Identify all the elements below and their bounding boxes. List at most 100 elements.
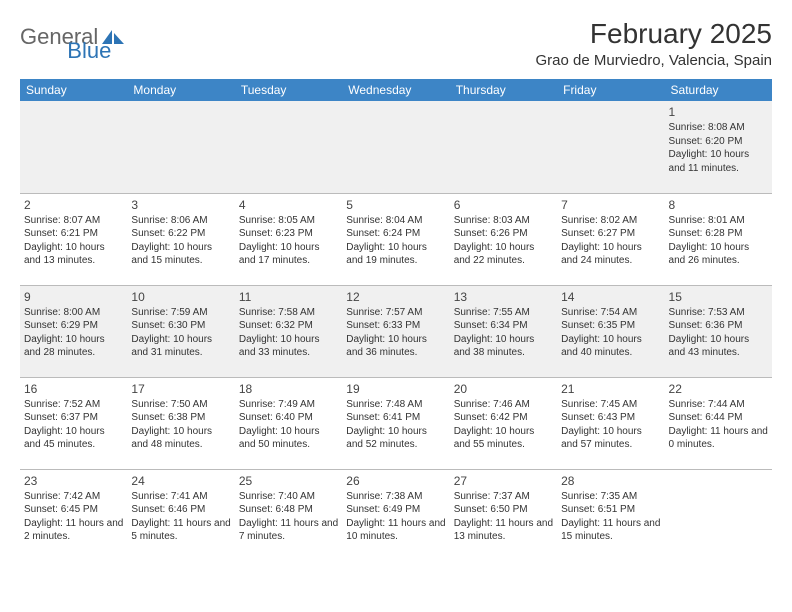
day-number: 28 <box>561 473 660 489</box>
sunrise-text: Sunrise: 8:01 AM <box>669 214 768 228</box>
day-number: 7 <box>561 197 660 213</box>
daylight-text: Daylight: 10 hours and 19 minutes. <box>346 241 445 268</box>
day-number: 4 <box>239 197 338 213</box>
sunrise-text: Sunrise: 7:58 AM <box>239 306 338 320</box>
sunset-text: Sunset: 6:45 PM <box>24 503 123 517</box>
calendar-cell: 5Sunrise: 8:04 AMSunset: 6:24 PMDaylight… <box>342 193 449 285</box>
day-number: 22 <box>669 381 768 397</box>
day-number: 8 <box>669 197 768 213</box>
sunrise-text: Sunrise: 7:59 AM <box>131 306 230 320</box>
day-number: 20 <box>454 381 553 397</box>
day-number: 9 <box>24 289 123 305</box>
sunrise-text: Sunrise: 8:08 AM <box>669 121 768 135</box>
day-number: 27 <box>454 473 553 489</box>
calendar-row: 2Sunrise: 8:07 AMSunset: 6:21 PMDaylight… <box>20 193 772 285</box>
daylight-text: Daylight: 11 hours and 7 minutes. <box>239 517 338 544</box>
daylight-text: Daylight: 11 hours and 5 minutes. <box>131 517 230 544</box>
sunrise-text: Sunrise: 7:57 AM <box>346 306 445 320</box>
sunrise-text: Sunrise: 7:53 AM <box>669 306 768 320</box>
sunrise-text: Sunrise: 7:54 AM <box>561 306 660 320</box>
sunrise-text: Sunrise: 7:38 AM <box>346 490 445 504</box>
day-number: 12 <box>346 289 445 305</box>
sunrise-text: Sunrise: 7:37 AM <box>454 490 553 504</box>
calendar-cell <box>665 469 772 561</box>
sunrise-text: Sunrise: 7:50 AM <box>131 398 230 412</box>
daylight-text: Daylight: 10 hours and 13 minutes. <box>24 241 123 268</box>
day-number: 3 <box>131 197 230 213</box>
day-number: 19 <box>346 381 445 397</box>
sunset-text: Sunset: 6:40 PM <box>239 411 338 425</box>
sunset-text: Sunset: 6:43 PM <box>561 411 660 425</box>
sunrise-text: Sunrise: 8:02 AM <box>561 214 660 228</box>
sunrise-text: Sunrise: 7:44 AM <box>669 398 768 412</box>
calendar-cell: 27Sunrise: 7:37 AMSunset: 6:50 PMDayligh… <box>450 469 557 561</box>
day-number: 11 <box>239 289 338 305</box>
daylight-text: Daylight: 10 hours and 31 minutes. <box>131 333 230 360</box>
calendar-cell <box>450 101 557 193</box>
day-number: 18 <box>239 381 338 397</box>
daylight-text: Daylight: 10 hours and 15 minutes. <box>131 241 230 268</box>
day-number: 23 <box>24 473 123 489</box>
day-number: 24 <box>131 473 230 489</box>
calendar-cell: 11Sunrise: 7:58 AMSunset: 6:32 PMDayligh… <box>235 285 342 377</box>
day-header-row: Sunday Monday Tuesday Wednesday Thursday… <box>20 79 772 101</box>
calendar-table: Sunday Monday Tuesday Wednesday Thursday… <box>20 79 772 561</box>
sunrise-text: Sunrise: 7:49 AM <box>239 398 338 412</box>
sunset-text: Sunset: 6:29 PM <box>24 319 123 333</box>
sunrise-text: Sunrise: 8:00 AM <box>24 306 123 320</box>
calendar-cell: 14Sunrise: 7:54 AMSunset: 6:35 PMDayligh… <box>557 285 664 377</box>
daylight-text: Daylight: 11 hours and 13 minutes. <box>454 517 553 544</box>
sunrise-text: Sunrise: 7:41 AM <box>131 490 230 504</box>
calendar-cell: 20Sunrise: 7:46 AMSunset: 6:42 PMDayligh… <box>450 377 557 469</box>
daylight-text: Daylight: 11 hours and 15 minutes. <box>561 517 660 544</box>
calendar-cell: 23Sunrise: 7:42 AMSunset: 6:45 PMDayligh… <box>20 469 127 561</box>
daylight-text: Daylight: 10 hours and 57 minutes. <box>561 425 660 452</box>
sunset-text: Sunset: 6:50 PM <box>454 503 553 517</box>
sunset-text: Sunset: 6:26 PM <box>454 227 553 241</box>
calendar-cell: 26Sunrise: 7:38 AMSunset: 6:49 PMDayligh… <box>342 469 449 561</box>
daylight-text: Daylight: 10 hours and 36 minutes. <box>346 333 445 360</box>
day-number: 6 <box>454 197 553 213</box>
calendar-cell: 17Sunrise: 7:50 AMSunset: 6:38 PMDayligh… <box>127 377 234 469</box>
sunrise-text: Sunrise: 7:35 AM <box>561 490 660 504</box>
sunrise-text: Sunrise: 7:45 AM <box>561 398 660 412</box>
sunset-text: Sunset: 6:36 PM <box>669 319 768 333</box>
calendar-cell: 8Sunrise: 8:01 AMSunset: 6:28 PMDaylight… <box>665 193 772 285</box>
daylight-text: Daylight: 10 hours and 55 minutes. <box>454 425 553 452</box>
sunset-text: Sunset: 6:24 PM <box>346 227 445 241</box>
daylight-text: Daylight: 11 hours and 0 minutes. <box>669 425 768 452</box>
sunset-text: Sunset: 6:44 PM <box>669 411 768 425</box>
day-number: 15 <box>669 289 768 305</box>
day-number: 13 <box>454 289 553 305</box>
col-friday: Friday <box>557 79 664 101</box>
calendar-cell <box>342 101 449 193</box>
daylight-text: Daylight: 10 hours and 26 minutes. <box>669 241 768 268</box>
daylight-text: Daylight: 10 hours and 38 minutes. <box>454 333 553 360</box>
sunrise-text: Sunrise: 7:48 AM <box>346 398 445 412</box>
daylight-text: Daylight: 10 hours and 40 minutes. <box>561 333 660 360</box>
sunset-text: Sunset: 6:37 PM <box>24 411 123 425</box>
sunset-text: Sunset: 6:33 PM <box>346 319 445 333</box>
calendar-cell: 4Sunrise: 8:05 AMSunset: 6:23 PMDaylight… <box>235 193 342 285</box>
day-number: 25 <box>239 473 338 489</box>
day-number: 21 <box>561 381 660 397</box>
daylight-text: Daylight: 10 hours and 28 minutes. <box>24 333 123 360</box>
calendar-cell: 28Sunrise: 7:35 AMSunset: 6:51 PMDayligh… <box>557 469 664 561</box>
sunrise-text: Sunrise: 7:40 AM <box>239 490 338 504</box>
sunset-text: Sunset: 6:49 PM <box>346 503 445 517</box>
daylight-text: Daylight: 11 hours and 2 minutes. <box>24 517 123 544</box>
day-number: 10 <box>131 289 230 305</box>
calendar-cell: 25Sunrise: 7:40 AMSunset: 6:48 PMDayligh… <box>235 469 342 561</box>
sunrise-text: Sunrise: 8:03 AM <box>454 214 553 228</box>
calendar-body: 1Sunrise: 8:08 AMSunset: 6:20 PMDaylight… <box>20 101 772 561</box>
calendar-cell: 13Sunrise: 7:55 AMSunset: 6:34 PMDayligh… <box>450 285 557 377</box>
sunset-text: Sunset: 6:32 PM <box>239 319 338 333</box>
calendar-cell: 12Sunrise: 7:57 AMSunset: 6:33 PMDayligh… <box>342 285 449 377</box>
sunset-text: Sunset: 6:20 PM <box>669 135 768 149</box>
sunrise-text: Sunrise: 8:07 AM <box>24 214 123 228</box>
sunrise-text: Sunrise: 8:04 AM <box>346 214 445 228</box>
calendar-cell: 16Sunrise: 7:52 AMSunset: 6:37 PMDayligh… <box>20 377 127 469</box>
calendar-cell: 1Sunrise: 8:08 AMSunset: 6:20 PMDaylight… <box>665 101 772 193</box>
sunset-text: Sunset: 6:34 PM <box>454 319 553 333</box>
sunset-text: Sunset: 6:30 PM <box>131 319 230 333</box>
